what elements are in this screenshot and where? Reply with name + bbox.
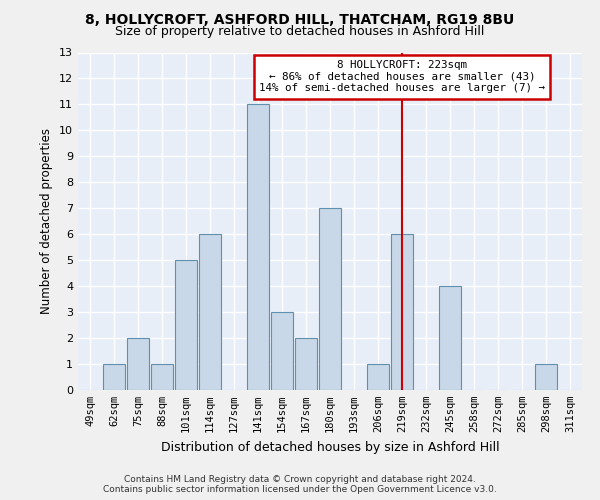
Bar (295, 338, 317, 390)
Bar (439, 286, 461, 390)
X-axis label: Distribution of detached houses by size in Ashford Hill: Distribution of detached houses by size … (161, 440, 499, 454)
Bar (535, 364, 557, 390)
Bar (391, 234, 413, 390)
Bar (319, 208, 341, 390)
Bar (367, 364, 389, 390)
Text: 8 HOLLYCROFT: 223sqm
← 86% of detached houses are smaller (43)
14% of semi-detac: 8 HOLLYCROFT: 223sqm ← 86% of detached h… (259, 60, 545, 94)
Bar (247, 104, 269, 390)
Y-axis label: Number of detached properties: Number of detached properties (40, 128, 53, 314)
Text: 8, HOLLYCROFT, ASHFORD HILL, THATCHAM, RG19 8BU: 8, HOLLYCROFT, ASHFORD HILL, THATCHAM, R… (85, 12, 515, 26)
Bar (175, 260, 197, 390)
Bar (271, 312, 293, 390)
Bar (199, 234, 221, 390)
Text: Size of property relative to detached houses in Ashford Hill: Size of property relative to detached ho… (115, 25, 485, 38)
Bar (151, 364, 173, 390)
Text: Contains HM Land Registry data © Crown copyright and database right 2024.
Contai: Contains HM Land Registry data © Crown c… (103, 474, 497, 494)
Bar (127, 338, 149, 390)
Bar (103, 364, 125, 390)
